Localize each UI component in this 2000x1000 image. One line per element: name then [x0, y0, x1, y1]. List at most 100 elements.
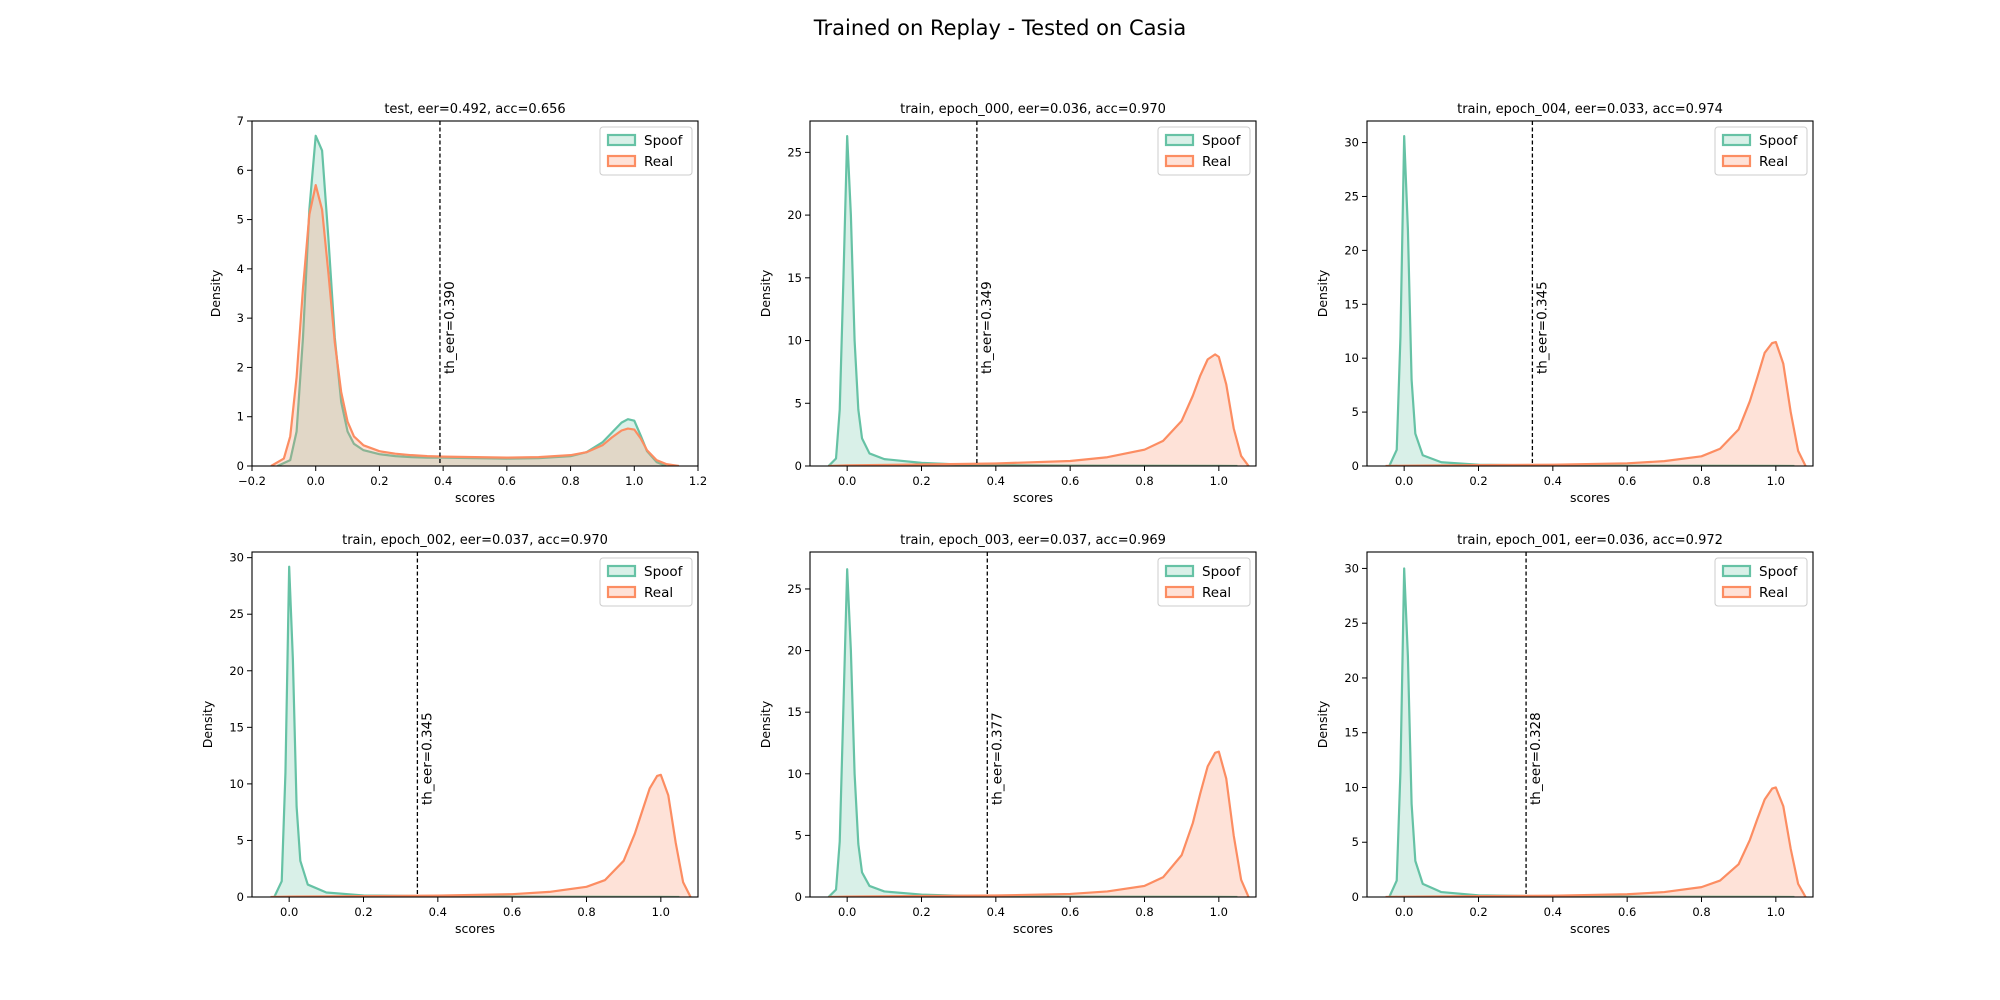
- x-tick-label: 1.0: [652, 905, 670, 919]
- legend: Spoof Real: [599, 126, 693, 176]
- x-tick-label: 0.8: [1692, 905, 1710, 919]
- y-tick-label: 0: [795, 459, 802, 473]
- y-tick-label: 15: [229, 720, 244, 734]
- x-tick-label: 0.8: [1135, 474, 1153, 488]
- x-tick-label: 0.6: [1061, 474, 1079, 488]
- axes-frame: [1366, 551, 1814, 898]
- y-tick-label: 0: [1352, 890, 1359, 904]
- x-axis-label: scores: [1570, 490, 1610, 505]
- legend-swatch-real: [606, 585, 637, 599]
- y-tick-label: 25: [1344, 189, 1359, 203]
- legend: Spoof Real: [599, 557, 693, 607]
- x-axis-label: scores: [1013, 921, 1053, 936]
- y-tick-label: 2: [237, 360, 244, 374]
- x-tick-label: 0.4: [1544, 474, 1562, 488]
- legend-swatch-real: [1164, 585, 1195, 599]
- series-fill-spoof: [277, 135, 667, 466]
- y-tick-label: 5: [795, 828, 802, 842]
- x-tick-label: 0.6: [498, 474, 516, 488]
- y-tick-label: 0: [1352, 459, 1359, 473]
- y-tick-label: 15: [1344, 726, 1359, 740]
- legend-label-real: Real: [1202, 585, 1231, 601]
- y-tick-label: 15: [787, 705, 802, 719]
- y-tick-label: 0: [795, 890, 802, 904]
- threshold-label: th_eer=0.328: [1528, 712, 1544, 805]
- y-tick-label: 5: [237, 833, 244, 847]
- legend-label-spoof: Spoof: [644, 564, 684, 580]
- figure-suptitle: Trained on Replay - Tested on Casia: [813, 16, 1186, 40]
- x-tick-label: 0.2: [912, 905, 930, 919]
- legend-swatch-real: [1721, 585, 1752, 599]
- y-tick-label: 20: [787, 644, 802, 658]
- legend-label-real: Real: [1202, 154, 1231, 170]
- legend-swatch-spoof: [1164, 133, 1195, 147]
- y-tick-label: 10: [1344, 351, 1359, 365]
- series-fill-real: [828, 354, 1249, 466]
- y-tick-label: 7: [237, 114, 244, 128]
- y-axis-label: Density: [758, 269, 773, 317]
- panel-title: train, epoch_000, eer=0.036, acc=0.970: [900, 102, 1166, 117]
- x-tick-label: 1.0: [625, 474, 643, 488]
- threshold-label: th_eer=0.377: [989, 712, 1005, 805]
- legend-box: [1157, 126, 1251, 176]
- x-tick-label: 0.8: [1692, 474, 1710, 488]
- x-tick-label: 0.4: [1544, 905, 1562, 919]
- y-axis-label: Density: [208, 269, 223, 317]
- x-tick-label: 0.2: [370, 474, 388, 488]
- y-axis-label: Density: [1315, 269, 1330, 317]
- legend: Spoof Real: [1714, 126, 1808, 176]
- x-axis-label: scores: [455, 921, 495, 936]
- x-axis-label: scores: [1570, 921, 1610, 936]
- y-tick-label: 3: [237, 311, 244, 325]
- series-line-real: [1385, 786, 1807, 897]
- y-tick-label: 10: [787, 334, 802, 348]
- legend-swatch-real: [1721, 154, 1752, 168]
- legend-swatch-spoof: [1721, 564, 1752, 578]
- axes-frame: [1366, 120, 1814, 467]
- x-axis-label: scores: [455, 490, 495, 505]
- y-tick-label: 10: [1344, 780, 1359, 794]
- legend-label-real: Real: [644, 585, 673, 601]
- axes-frame: [809, 120, 1257, 467]
- x-tick-label: 0.0: [307, 474, 325, 488]
- y-tick-label: 25: [787, 582, 802, 596]
- x-tick-label: −0.2: [238, 474, 266, 488]
- y-tick-label: 25: [229, 607, 244, 621]
- panel-title: train, epoch_004, eer=0.033, acc=0.974: [1457, 102, 1723, 117]
- y-tick-label: 1: [237, 410, 244, 424]
- y-axis-label: Density: [1315, 700, 1330, 748]
- legend-label-real: Real: [644, 154, 673, 170]
- panel-title: train, epoch_002, eer=0.037, acc=0.970: [342, 533, 608, 548]
- legend-label-real: Real: [1759, 585, 1788, 601]
- panel-1: th_eer=0.349 0.0 0.2 0.4 0.6 0.8 1.0 0 5 10 15 20 25…: [758, 102, 1257, 505]
- y-tick-label: 0: [237, 459, 244, 473]
- x-tick-label: 1.0: [1767, 905, 1785, 919]
- y-tick-label: 25: [1344, 616, 1359, 630]
- x-tick-label: 0.4: [987, 905, 1005, 919]
- legend-box: [1157, 557, 1251, 607]
- x-tick-label: 0.8: [577, 905, 595, 919]
- legend-swatch-spoof: [606, 564, 637, 578]
- legend-swatch-spoof: [606, 133, 637, 147]
- x-tick-label: 0.6: [503, 905, 521, 919]
- series-fill-real: [1385, 787, 1806, 897]
- x-tick-label: 0.2: [354, 905, 372, 919]
- series-line-real: [270, 773, 692, 897]
- y-tick-label: 5: [237, 213, 244, 227]
- axes-frame: [251, 120, 699, 467]
- legend-box: [1714, 557, 1808, 607]
- threshold-label: th_eer=0.345: [419, 712, 435, 805]
- x-tick-label: 0.4: [987, 474, 1005, 488]
- legend-swatch-spoof: [1164, 564, 1195, 578]
- legend-swatch-real: [1164, 154, 1195, 168]
- legend: Spoof Real: [1157, 557, 1251, 607]
- legend-box: [599, 126, 693, 176]
- x-tick-label: 1.2: [689, 474, 707, 488]
- panel-2: th_eer=0.345 0.0 0.2 0.4 0.6 0.8 1.0 0 5 10 15 20 25…: [1315, 102, 1814, 505]
- threshold-label: th_eer=0.390: [442, 281, 458, 374]
- threshold-label: th_eer=0.345: [1534, 281, 1550, 374]
- series-line-real: [270, 183, 680, 466]
- legend-label-spoof: Spoof: [1759, 133, 1799, 149]
